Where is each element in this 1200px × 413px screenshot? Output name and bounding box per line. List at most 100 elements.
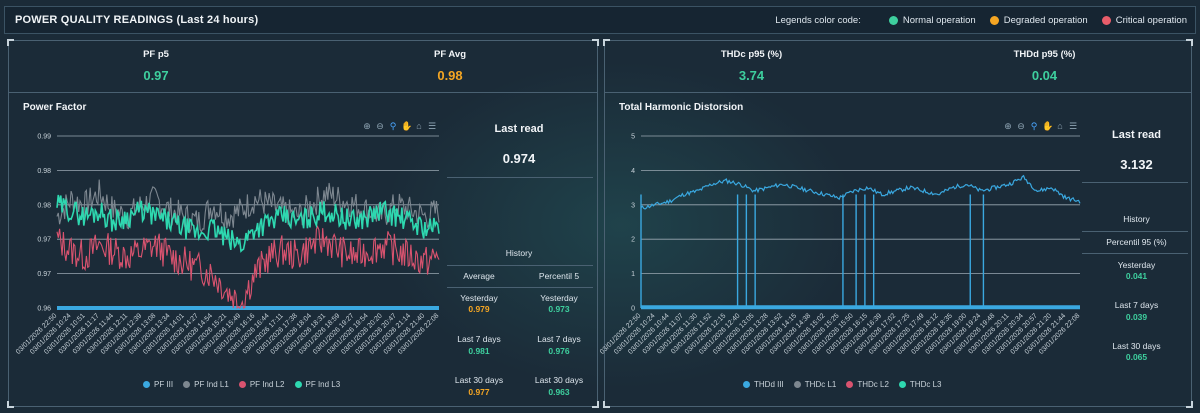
y-tick-label: 0.98	[37, 168, 51, 175]
row-period: Yesterday	[1117, 260, 1156, 270]
status-legend-critical: Critical operation	[1101, 15, 1187, 26]
divider	[1082, 253, 1188, 254]
pf-history-panel: Last read 0.974 History Average Percenti…	[439, 93, 599, 408]
zoom-out-icon[interactable]: ⊖	[1017, 121, 1025, 131]
last-read-label: Last read	[494, 123, 544, 135]
kpi-value: 0.04	[1031, 68, 1058, 83]
row-average-value: 0.981	[468, 346, 490, 356]
status-legend: Legends color code: Normal operation Deg…	[775, 15, 1187, 26]
page-header: POWER QUALITY READINGS (Last 24 hours) L…	[4, 6, 1196, 34]
kpi-label: THDd p95 (%)	[1013, 49, 1076, 60]
legend-item-thdc-l3[interactable]: THDc L3	[898, 380, 942, 389]
history-label: History	[1123, 214, 1150, 224]
row-percentil-value: 0.973	[548, 304, 570, 314]
last-read-label: Last read	[1112, 129, 1161, 141]
status-legend-critical-label: Critical operation	[1115, 15, 1187, 26]
row-period: Yesterday	[460, 293, 498, 303]
col-header-percentil: Percentil 5	[538, 271, 580, 281]
corner-decoration	[592, 39, 599, 46]
row-period: Last 7 days	[1114, 300, 1159, 310]
y-tick-label: 0.97	[37, 237, 51, 244]
y-tick-label: 3	[631, 202, 635, 209]
legend-item-pf-l3[interactable]: PF Ind L3	[294, 380, 340, 389]
y-tick-label: 5	[631, 134, 635, 141]
row-period: Last 30 days	[454, 375, 504, 385]
col-header-average: Average	[463, 271, 495, 281]
legend-label: THDc L1	[804, 380, 837, 389]
reset-home-icon[interactable]: ⌂	[416, 121, 422, 131]
legend-label: THDc L3	[909, 380, 942, 389]
row-value: 0.041	[1125, 271, 1148, 281]
thd-kpi-row: THDc p95 (%) 3.74 THDd p95 (%) 0.04	[605, 41, 1191, 93]
selection-zoom-icon[interactable]: ⚲	[389, 121, 397, 131]
legend-item-thdc-l1[interactable]: THDc L1	[793, 380, 837, 389]
zoom-in-icon[interactable]: ⊕	[1004, 121, 1012, 131]
status-legend-label: Legends color code:	[775, 15, 861, 26]
legend-label: THDc L2	[857, 380, 889, 389]
legend-swatch	[238, 381, 246, 388]
y-tick-label: 4	[631, 168, 635, 175]
divider	[447, 177, 593, 178]
legend-item-thdd-iii[interactable]: THDd III	[743, 380, 784, 389]
status-legend-normal: Normal operation	[888, 15, 976, 26]
pan-hand-icon[interactable]: ✋	[401, 121, 413, 131]
corner-decoration	[592, 401, 599, 408]
corner-decoration	[7, 39, 14, 46]
critical-dot-icon	[1101, 16, 1111, 25]
kpi-value: 0.97	[143, 68, 169, 83]
thd-panel: THDc p95 (%) 3.74 THDd p95 (%) 0.04 Tota…	[599, 39, 1193, 408]
y-tick-label: 0.98	[37, 202, 51, 209]
thd-series-legend: THDd III THDc L1 THDc L2 THDc L3	[743, 380, 941, 389]
row-period: Last 7 days	[457, 334, 501, 344]
legend-item-pf-l1[interactable]: PF Ind L1	[183, 380, 229, 389]
status-legend-degraded: Degraded operation	[989, 15, 1088, 26]
y-tick-label: 0	[631, 306, 635, 313]
row-average-value: 0.977	[468, 387, 490, 397]
series-line-thdc-l1	[640, 174, 1081, 210]
legend-label: PF Ind L1	[194, 380, 229, 389]
row-period: Yesterday	[540, 293, 578, 303]
legend-swatch	[183, 381, 191, 388]
legend-swatch	[143, 381, 150, 388]
zoom-in-icon[interactable]: ⊕	[363, 121, 371, 131]
page-title: POWER QUALITY READINGS (Last 24 hours)	[15, 14, 259, 26]
y-tick-label: 1	[631, 271, 635, 278]
corner-decoration	[603, 401, 610, 408]
status-legend-degraded-label: Degraded operation	[1003, 15, 1088, 26]
series-line-pf-ind-l3	[56, 194, 440, 253]
legend-item-pf-l2[interactable]: PF Ind L2	[238, 380, 285, 389]
zoom-out-icon[interactable]: ⊖	[376, 121, 384, 131]
kpi-value: 0.98	[437, 68, 463, 83]
legend-item-thdc-l2[interactable]: THDc L2	[846, 380, 889, 389]
power-factor-panel: PF p5 0.97 PF Avg 0.98 Power Factor ⊕ ⊖ …	[7, 39, 599, 408]
thd-history-panel: Last read 3.132 History Percentil 95 (%)…	[1080, 93, 1193, 408]
reset-home-icon[interactable]: ⌂	[1057, 121, 1063, 131]
legend-swatch	[846, 381, 854, 388]
selection-zoom-icon[interactable]: ⚲	[1030, 121, 1038, 131]
y-tick-label: 0.97	[37, 271, 51, 278]
y-tick-label: 0.96	[37, 306, 51, 313]
last-read-value: 0.974	[502, 151, 536, 166]
kpi-value: 3.74	[738, 68, 765, 83]
row-percentil-value: 0.963	[548, 387, 570, 397]
col-header-percentil95: Percentil 95 (%)	[1106, 237, 1167, 247]
history-label: History	[505, 248, 533, 258]
divider	[1082, 231, 1188, 232]
row-average-value: 0.979	[468, 304, 490, 314]
legend-item-pf-iii[interactable]: PF III	[143, 380, 173, 389]
legend-swatch	[898, 381, 906, 388]
chart-title: Power Factor	[23, 102, 87, 113]
menu-icon[interactable]: ☰	[427, 121, 437, 131]
degraded-dot-icon	[989, 16, 999, 25]
status-legend-normal-label: Normal operation	[902, 15, 976, 26]
normal-dot-icon	[888, 16, 898, 25]
pf-series-legend: PF III PF Ind L1 PF Ind L2 PF Ind L3	[143, 380, 340, 389]
row-period: Last 7 days	[537, 334, 581, 344]
kpi-label: THDc p95 (%)	[720, 49, 783, 60]
pan-hand-icon[interactable]: ✋	[1042, 121, 1054, 131]
row-value: 0.039	[1125, 312, 1148, 322]
menu-icon[interactable]: ☰	[1068, 121, 1078, 131]
last-read-value: 3.132	[1120, 157, 1153, 172]
chart-title: Total Harmonic Distorsion	[619, 102, 744, 113]
